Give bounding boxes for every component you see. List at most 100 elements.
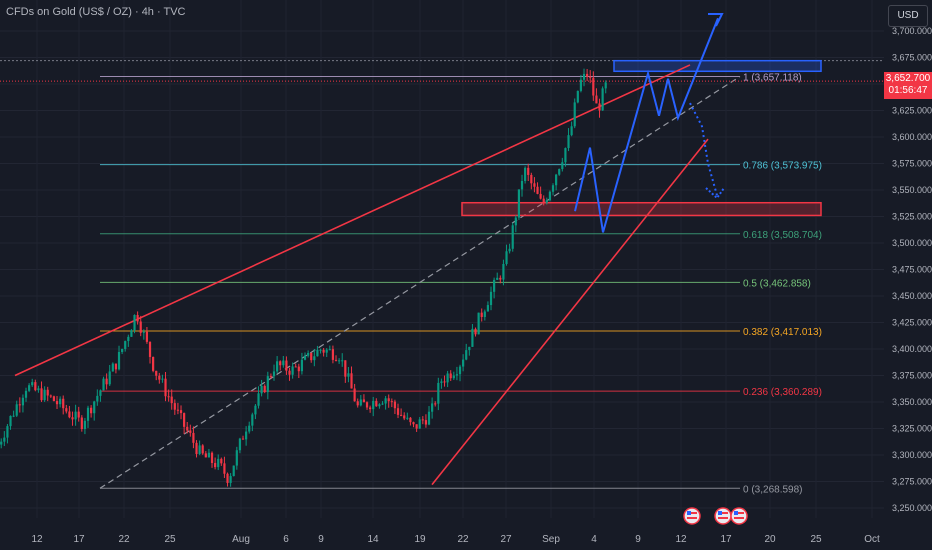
- candle-body: [334, 359, 338, 361]
- candle-body: [105, 378, 108, 385]
- candle-body: [251, 414, 254, 426]
- candle-body: [71, 417, 74, 420]
- candle-body: [235, 450, 238, 466]
- candle-body: [567, 135, 570, 149]
- candle-body: [161, 378, 164, 380]
- time-tick-label: 22: [118, 534, 130, 545]
- candle-body: [381, 403, 384, 405]
- candle-body: [465, 350, 468, 360]
- candle-body: [238, 438, 242, 451]
- time-tick-label: 22: [457, 534, 469, 545]
- candle-body: [372, 400, 375, 410]
- time-tick-label: 20: [764, 534, 776, 545]
- candle-body: [462, 359, 465, 367]
- candle-body: [530, 174, 533, 184]
- candle-body: [421, 419, 424, 421]
- candle-body: [468, 346, 471, 351]
- candle-body: [359, 399, 362, 406]
- currency-button[interactable]: USD: [888, 5, 928, 27]
- candle-body: [418, 419, 421, 429]
- time-axis: 12 17 22 25 Aug 6 9 14 19 22 27 Sep 4 9 12 17 20 25 Oct: [31, 534, 880, 545]
- candle-body: [387, 398, 390, 402]
- candle-body: [291, 366, 294, 375]
- candle-body: [598, 103, 601, 111]
- candle-body: [121, 348, 124, 353]
- fib-level-label: 0.786 (3,573.975): [743, 161, 822, 172]
- us-flag-icon: [714, 507, 732, 525]
- candle-body: [117, 352, 121, 370]
- price-axis: 3,700.0003,675.0003,650.0003,625.0003,60…: [892, 26, 932, 513]
- time-tick-label: 14: [367, 534, 379, 545]
- candle-body: [155, 370, 158, 376]
- candle-body: [186, 426, 189, 431]
- candle-body: [139, 321, 142, 333]
- price-tick-label: 3,250.000: [892, 503, 932, 513]
- candle-body: [241, 438, 245, 440]
- candle-body: [489, 291, 493, 306]
- channel-lower-line: [431, 138, 709, 486]
- price-tick-label: 3,625.000: [892, 106, 932, 116]
- candlestick-series: [0, 68, 607, 487]
- candle-body: [483, 311, 486, 317]
- candle-body: [604, 82, 607, 89]
- candle-body: [74, 411, 77, 420]
- candle-body: [322, 349, 325, 353]
- price-tick-label: 3,400.000: [892, 344, 932, 354]
- price-tick-label: 3,675.000: [892, 53, 932, 63]
- time-tick-label: Oct: [864, 534, 880, 545]
- candle-body: [564, 148, 567, 163]
- candle-body: [276, 361, 279, 372]
- candle-body: [400, 414, 403, 416]
- candle-body: [201, 445, 204, 454]
- fib-level-label: 0.618 (3,508.704): [743, 230, 822, 241]
- candle-body: [313, 356, 316, 361]
- candle-body: [15, 404, 18, 416]
- candle-body: [409, 417, 412, 423]
- candle-body: [214, 463, 217, 468]
- candle-body: [508, 248, 511, 252]
- candle-body: [452, 375, 455, 379]
- candle-body: [393, 401, 397, 409]
- candle-body: [34, 382, 37, 391]
- time-tick-label: 25: [810, 534, 822, 545]
- candle-body: [62, 398, 65, 409]
- candle-body: [148, 341, 152, 357]
- resistance-zone: [613, 59, 822, 73]
- candle-body: [390, 401, 393, 403]
- candle-body: [68, 411, 71, 418]
- candle-body: [449, 373, 452, 379]
- candle-body: [158, 375, 161, 380]
- candle-body: [375, 400, 378, 407]
- candle-body: [170, 396, 173, 404]
- candle-body: [31, 382, 34, 386]
- candle-body: [52, 396, 56, 402]
- candle-body: [548, 191, 552, 201]
- candle-body: [403, 415, 406, 419]
- candle-body: [108, 371, 111, 385]
- time-tick-label: 9: [635, 534, 641, 545]
- candle-body: [573, 102, 576, 127]
- candle-body: [90, 407, 93, 414]
- time-tick-label: 25: [164, 534, 176, 545]
- us-flag-icon: [730, 507, 748, 525]
- candle-body: [217, 458, 220, 468]
- time-tick-label: Aug: [232, 534, 250, 545]
- candle-body: [533, 183, 536, 187]
- candle-body: [152, 356, 155, 371]
- candle-body: [266, 376, 269, 393]
- candle-body: [28, 385, 31, 391]
- candle-body: [455, 374, 459, 376]
- candle-body: [378, 404, 381, 407]
- bearish-arrow-head: [705, 187, 725, 200]
- candle-body: [210, 452, 214, 464]
- candle-body: [474, 328, 477, 335]
- candle-body: [114, 363, 118, 370]
- candle-body: [316, 349, 319, 357]
- candle-body: [341, 360, 344, 362]
- time-tick-label: 9: [318, 534, 324, 545]
- candle-body: [223, 463, 226, 474]
- candle-body: [232, 465, 235, 477]
- candle-body: [204, 453, 207, 458]
- candle-body: [347, 373, 350, 377]
